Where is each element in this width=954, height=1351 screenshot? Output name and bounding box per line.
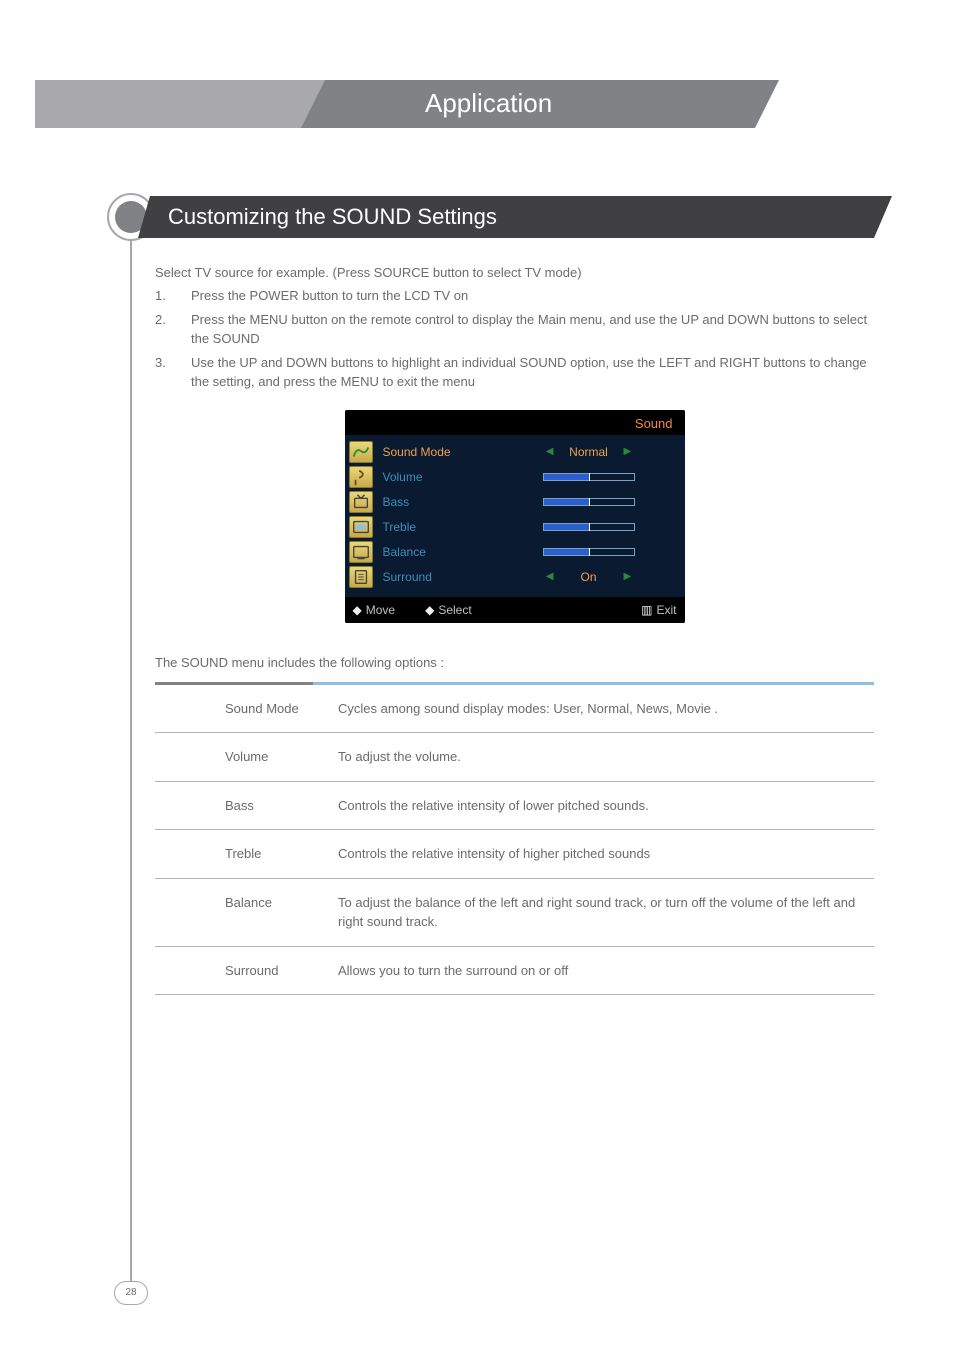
table-row: BassControls the relative intensity of l… — [155, 781, 874, 830]
osd-menu-screenshot: Sound Sound Mode ◀Normal▶ Volum — [345, 410, 685, 623]
page-number: 28 — [114, 1281, 148, 1305]
osd-footer: ◆ Move ◆ Select ▥ Exit — [345, 597, 685, 623]
setup-icon — [349, 541, 373, 563]
options-divider — [155, 682, 874, 685]
step-item: 2.Press the MENU button on the remote co… — [155, 310, 874, 349]
options-table: Sound ModeCycles among sound display mod… — [155, 685, 874, 996]
osd-title: Sound — [345, 410, 685, 435]
osd-row-sound-mode: Sound Mode ◀Normal▶ — [383, 441, 675, 463]
table-row: Sound ModeCycles among sound display mod… — [155, 685, 874, 733]
table-row: SurroundAllows you to turn the surround … — [155, 946, 874, 995]
steps-list: 1.Press the POWER button to turn the LCD… — [155, 286, 874, 392]
header-title: Application — [425, 88, 552, 119]
table-row: BalanceTo adjust the balance of the left… — [155, 878, 874, 946]
section-heading: Customizing the SOUND Settings — [150, 196, 874, 238]
osd-row-surround: Surround ◀On▶ — [383, 566, 675, 588]
osd-row-balance: Balance — [383, 541, 675, 563]
list-icon — [349, 566, 373, 588]
header-banner: Application — [35, 80, 919, 128]
table-row: TrebleControls the relative intensity of… — [155, 830, 874, 879]
osd-row-treble: Treble — [383, 516, 675, 538]
channel-icon — [349, 491, 373, 513]
sound-icon — [349, 466, 373, 488]
picture-icon — [349, 441, 373, 463]
osd-row-bass: Bass — [383, 491, 675, 513]
osd-category-icons — [345, 435, 377, 597]
vertical-rule — [130, 208, 132, 1288]
intro-text: Select TV source for example. (Press SOU… — [155, 265, 874, 280]
step-item: 1.Press the POWER button to turn the LCD… — [155, 286, 874, 306]
table-row: VolumeTo adjust the volume. — [155, 733, 874, 782]
feature-icon — [349, 516, 373, 538]
osd-row-volume: Volume — [383, 466, 675, 488]
step-item: 3.Use the UP and DOWN buttons to highlig… — [155, 353, 874, 392]
options-intro: The SOUND menu includes the following op… — [155, 655, 874, 670]
